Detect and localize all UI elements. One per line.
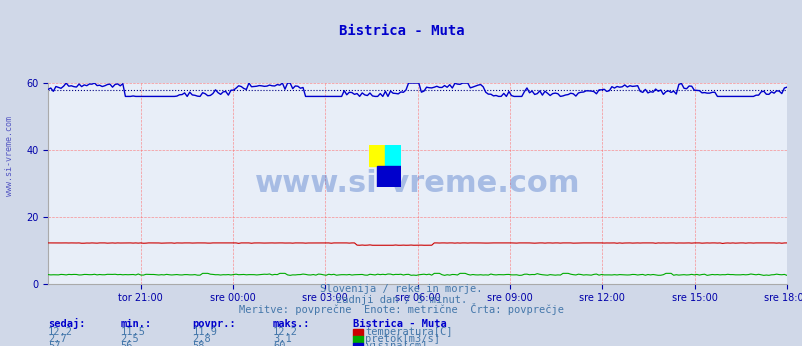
Text: 56: 56 xyxy=(120,341,133,346)
Text: Bistrica - Muta: Bistrica - Muta xyxy=(338,24,464,38)
Text: 11,9: 11,9 xyxy=(192,327,217,337)
Text: www.si-vreme.com: www.si-vreme.com xyxy=(254,169,580,198)
Text: povpr.:: povpr.: xyxy=(192,319,236,329)
Text: pretok[m3/s]: pretok[m3/s] xyxy=(365,334,439,344)
Text: min.:: min.: xyxy=(120,319,152,329)
Text: 2,7: 2,7 xyxy=(48,334,67,344)
Text: Meritve: povprečne  Enote: metrične  Črta: povprečje: Meritve: povprečne Enote: metrične Črta:… xyxy=(239,303,563,315)
Text: 11,5: 11,5 xyxy=(120,327,145,337)
Text: sedaj:: sedaj: xyxy=(48,318,86,329)
Text: 12,2: 12,2 xyxy=(48,327,73,337)
Text: Bistrica - Muta: Bistrica - Muta xyxy=(353,319,447,329)
Text: www.si-vreme.com: www.si-vreme.com xyxy=(5,116,14,196)
Text: 2,8: 2,8 xyxy=(192,334,211,344)
Text: maks.:: maks.: xyxy=(273,319,310,329)
Text: Slovenija / reke in morje.: Slovenija / reke in morje. xyxy=(320,284,482,294)
Text: temperatura[C]: temperatura[C] xyxy=(365,327,452,337)
Text: višina[cm]: višina[cm] xyxy=(365,340,427,346)
Text: 3,1: 3,1 xyxy=(273,334,291,344)
Bar xyxy=(377,166,401,187)
Text: 12,2: 12,2 xyxy=(273,327,298,337)
Text: 2,5: 2,5 xyxy=(120,334,139,344)
Text: 58: 58 xyxy=(192,341,205,346)
Text: 57: 57 xyxy=(48,341,61,346)
Text: 60: 60 xyxy=(273,341,286,346)
Text: zadnji dan / 5 minut.: zadnji dan / 5 minut. xyxy=(335,295,467,305)
Bar xyxy=(369,145,385,166)
Bar xyxy=(385,145,401,166)
